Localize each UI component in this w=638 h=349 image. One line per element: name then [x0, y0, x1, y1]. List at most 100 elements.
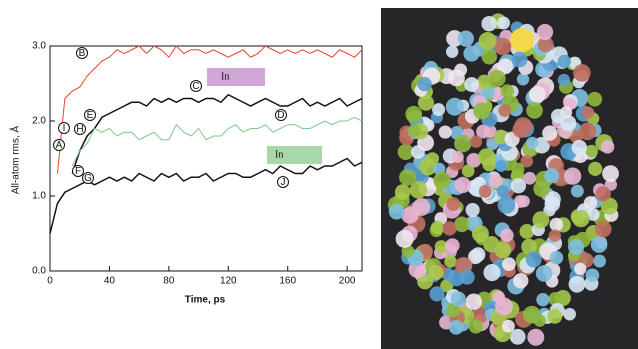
- atom: [525, 251, 542, 268]
- atom: [465, 293, 482, 310]
- atom: [401, 244, 415, 258]
- atom: [537, 36, 554, 53]
- atom: [454, 134, 472, 153]
- y-tick-label: 1.0: [32, 191, 46, 202]
- atom: [394, 184, 411, 200]
- atom: [509, 328, 526, 345]
- atom: [493, 129, 509, 145]
- atom: [549, 250, 564, 265]
- atom: [523, 171, 537, 185]
- atom: [417, 76, 432, 92]
- atom: [489, 174, 503, 189]
- annotation-label: D: [277, 110, 284, 121]
- atom: [476, 124, 491, 139]
- annotation-circle: [53, 139, 65, 151]
- atom: [433, 171, 451, 190]
- annotation-label: E: [87, 110, 94, 121]
- atom: [583, 196, 598, 210]
- atom: [581, 106, 595, 119]
- atom: [544, 168, 560, 184]
- atom: [465, 202, 480, 218]
- x-tick-label: 0: [47, 276, 53, 287]
- atom: [446, 197, 461, 212]
- atom: [595, 220, 612, 238]
- atom: [517, 195, 530, 208]
- atom: [500, 228, 514, 243]
- y-tick-label: 2.0: [32, 116, 46, 127]
- atom: [469, 135, 483, 148]
- series-line: [71, 116, 363, 167]
- annotation-circle: [74, 123, 86, 135]
- atom: [578, 122, 597, 141]
- atom: [590, 236, 608, 253]
- atom: [495, 297, 513, 316]
- atom: [572, 209, 590, 228]
- series-line: [49, 157, 363, 234]
- atom: [571, 139, 587, 156]
- atom: [500, 84, 515, 98]
- y-axis-label: All-atom rms, Å: [9, 126, 22, 195]
- annotation-box: [267, 146, 322, 164]
- atom: [593, 254, 607, 268]
- atom: [548, 229, 562, 242]
- atom: [445, 97, 464, 116]
- atom: [497, 58, 514, 75]
- atom: [454, 216, 470, 233]
- atom: [428, 264, 444, 281]
- x-tick-label: 80: [163, 276, 175, 287]
- atom: [434, 240, 449, 254]
- atom: [528, 86, 546, 103]
- atom: [412, 198, 431, 216]
- atom: [550, 108, 566, 124]
- atom: [463, 45, 480, 62]
- plot-frame: [49, 45, 363, 272]
- annotation-label: I: [63, 123, 66, 134]
- atom: [447, 69, 465, 87]
- atom: [600, 140, 615, 154]
- annotation-label: B: [79, 48, 86, 59]
- atom: [587, 91, 603, 107]
- atom: [512, 121, 529, 138]
- atom: [568, 275, 586, 293]
- x-axis-label: Time, ps: [185, 295, 226, 306]
- annotation-label: F: [75, 166, 81, 177]
- atom: [502, 257, 516, 271]
- atom: [438, 125, 452, 139]
- x-tick-label: 160: [279, 276, 296, 287]
- atom: [516, 73, 530, 86]
- atom: [547, 308, 563, 324]
- atom: [544, 196, 561, 212]
- annotation-label: G: [84, 173, 92, 184]
- atom: [526, 136, 539, 150]
- atom: [451, 150, 464, 163]
- atom: [429, 286, 445, 302]
- atom: [557, 54, 571, 69]
- atom: [397, 143, 414, 160]
- atom: [488, 69, 506, 88]
- atom: [405, 105, 423, 123]
- atom: [471, 225, 489, 243]
- x-tick-label: 40: [104, 276, 116, 287]
- atom: [419, 157, 437, 176]
- annotation-circle: [190, 80, 202, 92]
- atom: [466, 152, 482, 168]
- atom: [564, 167, 582, 185]
- atom: [557, 73, 571, 87]
- atom: [521, 238, 537, 255]
- atom: [548, 291, 563, 307]
- atom: [527, 328, 545, 346]
- atom: [446, 303, 461, 318]
- atom: [446, 30, 463, 47]
- atom: [497, 196, 516, 214]
- atom: [470, 247, 486, 262]
- atom: [430, 220, 445, 235]
- x-tick-label: 120: [220, 276, 237, 287]
- atom: [574, 262, 587, 276]
- annotation-circle: [277, 176, 289, 188]
- atom: [532, 211, 550, 229]
- atom: [444, 255, 457, 268]
- atom: [600, 197, 618, 215]
- atom: [511, 162, 525, 176]
- atom: [448, 320, 464, 335]
